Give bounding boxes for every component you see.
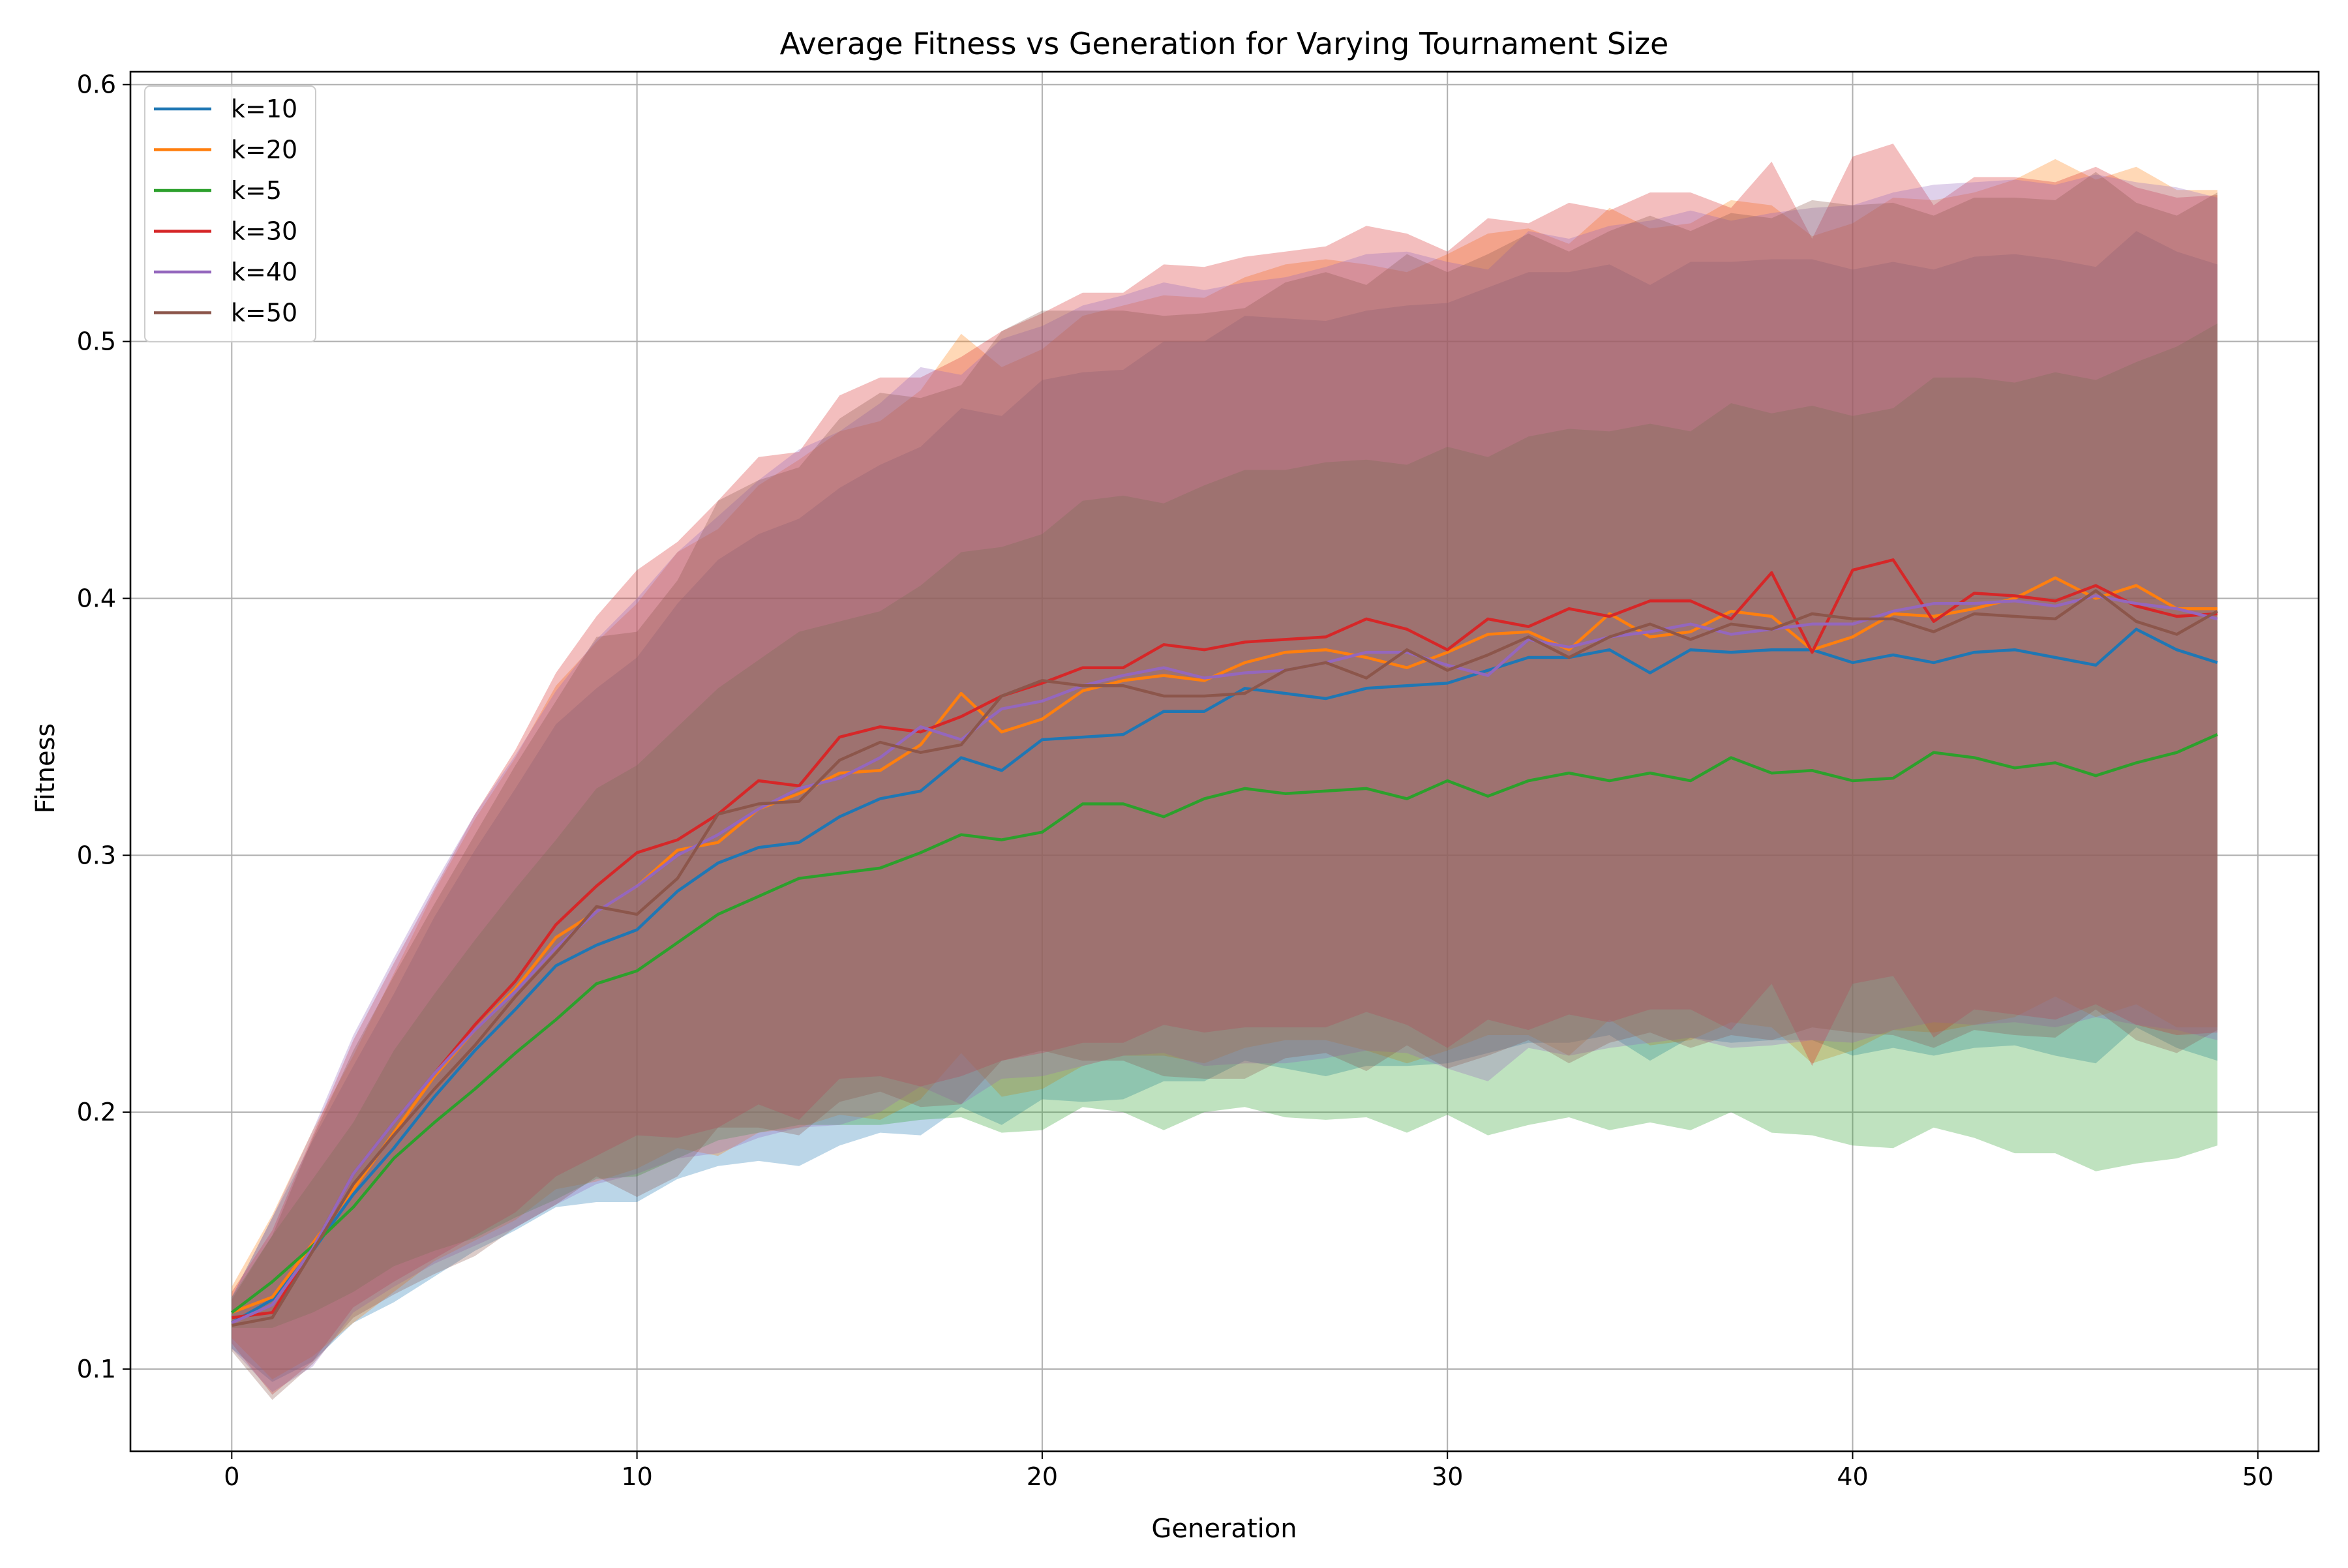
y-tick-label: 0.4 xyxy=(77,584,116,612)
std-bands xyxy=(232,143,2218,1400)
series-line-k=5 xyxy=(230,733,2218,1314)
series-band-k=5 xyxy=(232,324,2218,1328)
series-lines xyxy=(230,558,2218,1327)
x-tick-label: 10 xyxy=(621,1462,652,1491)
x-axis-label: Generation xyxy=(1151,1514,1297,1544)
series-band-k=20 xyxy=(232,158,2218,1380)
x-tick-label: 40 xyxy=(1837,1462,1868,1491)
series-line-k=10 xyxy=(231,627,2218,1325)
legend-label: k=30 xyxy=(231,217,297,246)
series-line-k=40 xyxy=(231,594,2218,1325)
series-band-k=30 xyxy=(232,143,2218,1395)
grid-lines xyxy=(130,72,2319,1451)
series-line-k=30 xyxy=(232,558,2218,1319)
series-band-k=50 xyxy=(232,172,2218,1400)
legend-label: k=10 xyxy=(231,95,297,123)
legend-label: k=50 xyxy=(231,299,297,327)
axis-ticks: 0 10 20 30 40 50 0.1 0.2 0.3 0.4 0.5 0.6 xyxy=(77,70,2274,1491)
y-axis-label: Fitness xyxy=(31,723,61,814)
x-tick-label: 0 xyxy=(224,1462,239,1491)
y-tick-label: 0.2 xyxy=(77,1098,116,1126)
series-band-k=10 xyxy=(232,231,2218,1382)
series-band-k=40 xyxy=(232,174,2218,1393)
legend-label: k=5 xyxy=(231,176,282,205)
x-tick-label: 50 xyxy=(2242,1462,2274,1491)
legend: k=10 k=20 k=5 k=30 k=40 k=50 xyxy=(144,85,316,342)
series-line-k=50 xyxy=(231,589,2218,1327)
plot-frame xyxy=(129,70,2320,1453)
y-tick-label: 0.6 xyxy=(77,70,116,99)
legend-label: k=20 xyxy=(231,136,297,164)
y-tick-label: 0.3 xyxy=(77,841,116,869)
x-tick-label: 30 xyxy=(1432,1462,1463,1491)
x-tick-label: 20 xyxy=(1027,1462,1058,1491)
chart-title: Average Fitness vs Generation for Varyin… xyxy=(780,26,1669,61)
y-tick-label: 0.1 xyxy=(77,1355,116,1383)
legend-label: k=40 xyxy=(231,258,297,286)
y-tick-label: 0.5 xyxy=(77,327,116,356)
